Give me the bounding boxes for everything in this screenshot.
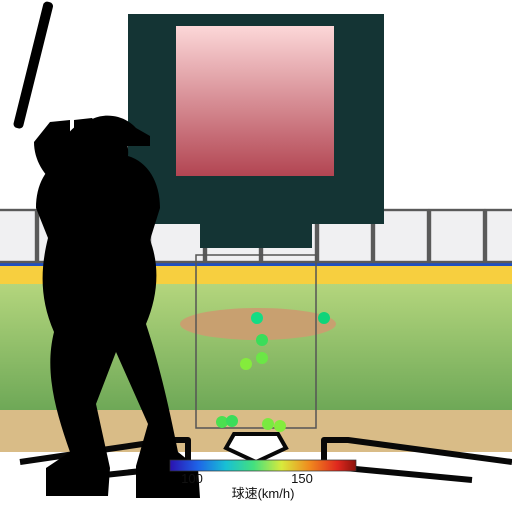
stand-block	[430, 210, 484, 262]
scoreboard-screen	[176, 26, 334, 176]
pitch-marker[interactable]	[274, 420, 286, 432]
colorbar-label: 球速(km/h)	[232, 486, 295, 501]
stage: 100 150球速(km/h)	[0, 0, 512, 512]
colorbar-tick: 150	[291, 471, 313, 486]
pitch-marker[interactable]	[226, 415, 238, 427]
pitch-marker[interactable]	[256, 352, 268, 364]
stand-block	[0, 210, 36, 262]
colorbar-tick: 100	[181, 471, 203, 486]
scoreboard-base	[200, 220, 312, 248]
pitch-marker[interactable]	[240, 358, 252, 370]
pitch-marker[interactable]	[318, 312, 330, 324]
pitch-marker[interactable]	[256, 334, 268, 346]
pitch-chart: 100 150球速(km/h)	[0, 0, 512, 512]
pitch-marker[interactable]	[262, 418, 274, 430]
speed-colorbar	[170, 460, 356, 471]
stand-block	[486, 210, 512, 262]
pitch-marker[interactable]	[251, 312, 263, 324]
